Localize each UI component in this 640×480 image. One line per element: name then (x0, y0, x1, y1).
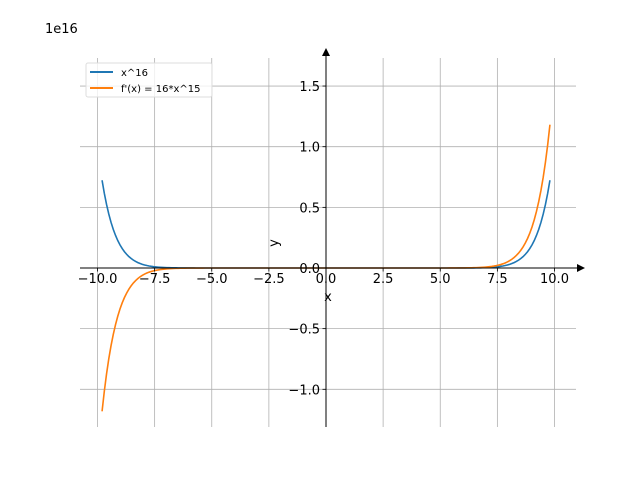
ticks: −10.0 −7.5 −5.0 −2.5 0.0 2.5 5.0 7.5 10.0 −1.0 −0.… (78, 80, 569, 398)
grid (80, 58, 576, 427)
legend-box (85, 62, 213, 98)
x-tick-label: −5.0 (196, 272, 228, 287)
legend-label-0: x^16 (121, 68, 148, 79)
y-axis-label: y (267, 239, 282, 247)
y-tick-label: 0.0 (299, 262, 320, 277)
y-tick-label: 0.5 (299, 201, 320, 216)
x-tick-label: 7.5 (487, 272, 508, 287)
y-tick-label: 1.0 (299, 141, 320, 156)
x-axis-arrow-icon (577, 264, 585, 272)
y-tick-label: −1.0 (288, 383, 320, 398)
x-axis-label: x (324, 290, 332, 305)
x-tick-label: −2.5 (253, 272, 285, 287)
legend: x^16 f'(x) = 16*x^15 (85, 62, 213, 98)
y-tick-label: −0.5 (288, 323, 320, 338)
x-tick-label: −10.0 (78, 272, 118, 287)
x-tick-label: −7.5 (139, 272, 171, 287)
y-offset-label: 1e16 (45, 22, 78, 37)
x-tick-label: 2.5 (373, 272, 394, 287)
y-axis-arrow-icon (322, 48, 330, 56)
x-tick-label: 0.0 (316, 272, 337, 287)
x-tick-label: 5.0 (430, 272, 451, 287)
legend-label-1: f'(x) = 16*x^15 (121, 84, 200, 95)
axes (80, 48, 585, 427)
y-tick-label: 1.5 (299, 80, 320, 95)
x-tick-label: 10.0 (540, 272, 569, 287)
